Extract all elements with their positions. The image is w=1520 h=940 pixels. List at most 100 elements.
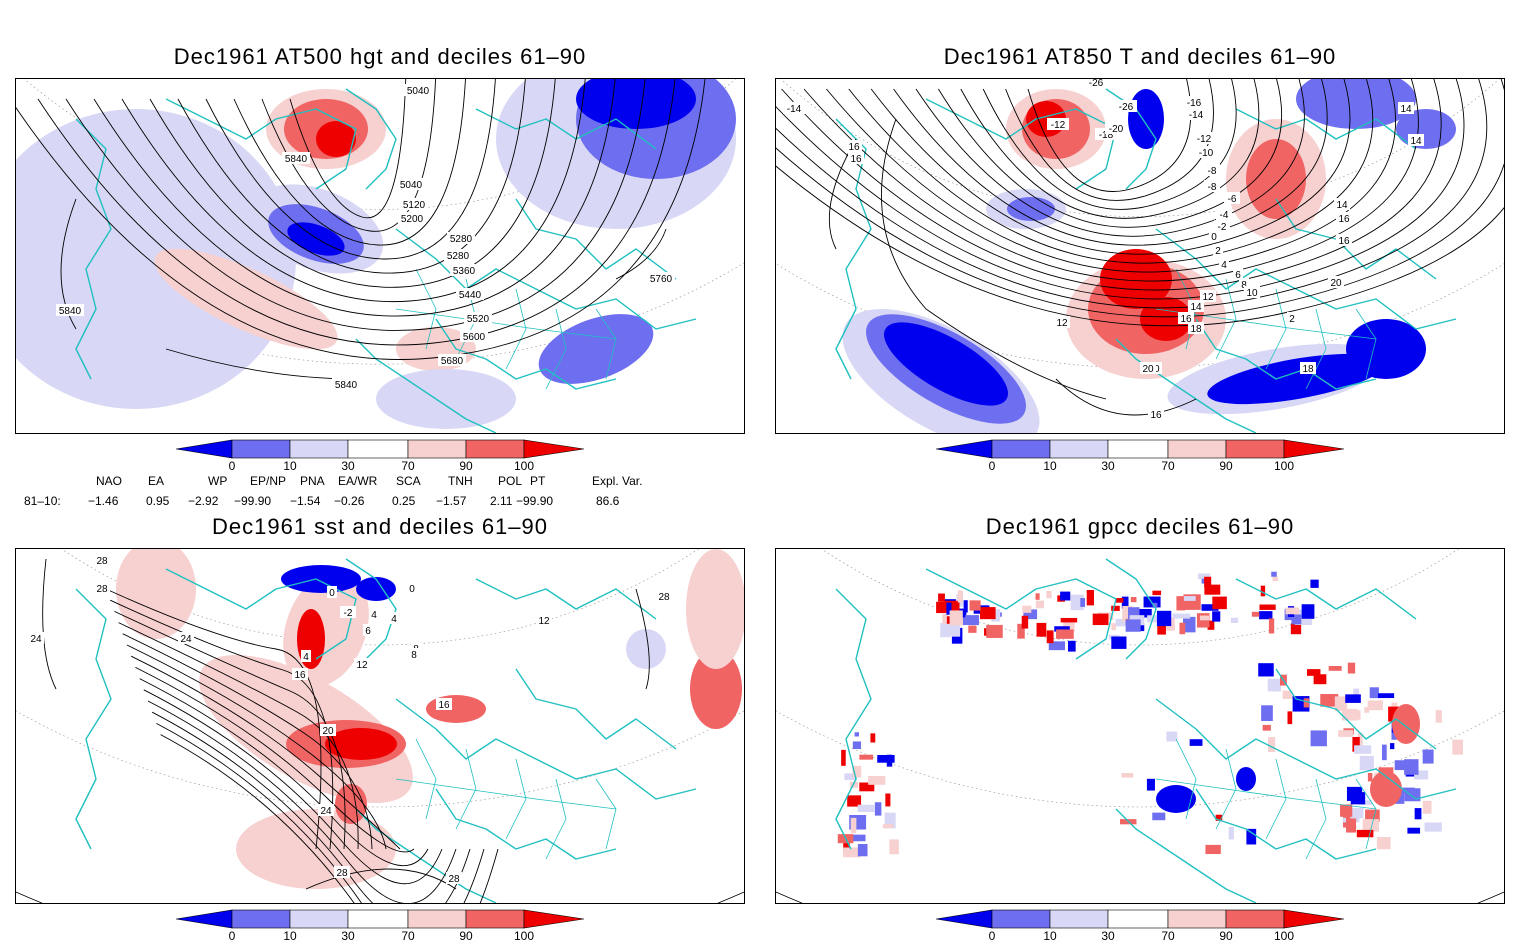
at850-contour-label-bg <box>1140 362 1156 374</box>
border-segment <box>1215 748 1237 830</box>
colorbar-arrow-low <box>175 439 233 459</box>
sst-contour-label: 4 <box>371 610 377 621</box>
at500-contour-label: 5040 <box>407 86 430 97</box>
precip-anomaly-patch <box>1346 817 1357 833</box>
precip-anomaly-patch <box>1424 822 1442 832</box>
sst-contour-label: 28 <box>336 868 348 879</box>
at850-contour-label: -10 <box>1199 148 1214 159</box>
precip-anomaly-patch <box>1356 829 1374 838</box>
at500-contour-label-bg <box>444 249 472 261</box>
at850-contour-label-bg <box>1328 276 1344 288</box>
coastline-segment <box>1155 228 1457 330</box>
index-value-pt: −99.90 <box>516 494 554 508</box>
colorbar-segment <box>1167 909 1227 929</box>
at850-contour-label-bg <box>1105 122 1127 134</box>
coastline-segment <box>355 338 497 433</box>
precip-anomaly-patch <box>1259 611 1273 620</box>
at500-contour-labels: 5040 5040 5120 5200 5280 5280 5360 5440 5520 5600… <box>56 84 675 391</box>
graticule-parallel <box>16 79 744 210</box>
at850-contour-label: -16 <box>1187 98 1202 109</box>
precip-anomaly-patch <box>962 615 979 626</box>
precip-anomaly-patch <box>1060 591 1071 601</box>
index-value-pol: 2.11 <box>490 494 513 508</box>
precip-anomaly-patch <box>1179 622 1186 635</box>
precip-anomaly-patch <box>1259 604 1276 610</box>
colorbar-segment <box>407 909 467 929</box>
index-value-expl-var: 86.6 <box>596 494 620 508</box>
sst-contour-label: 0 <box>329 588 335 599</box>
at850-contour-line <box>803 79 1419 282</box>
precip-anomaly-patch <box>889 839 899 855</box>
at850-contour-label-bg <box>1214 220 1230 232</box>
colorbar-segment <box>1225 909 1285 929</box>
at850-contour-label-bg <box>1336 212 1352 224</box>
precip-anomaly-patch <box>1068 640 1076 652</box>
precip-anomaly-patch <box>1152 812 1166 821</box>
precip-anomaly-patch <box>1452 739 1463 755</box>
colorbar-tick-label: 100 <box>514 929 534 940</box>
precip-anomaly-patch <box>1370 771 1402 807</box>
border-segment <box>1265 758 1287 840</box>
at500-contour-line <box>65 79 647 331</box>
colorbar-tick-label: 0 <box>229 459 236 472</box>
sst-contour-label: 28 <box>658 592 670 603</box>
precip-anomaly-patch <box>968 625 977 633</box>
at850-contour-line <box>781 79 1442 291</box>
coastline-segment <box>435 318 617 390</box>
precip-anomaly-patch <box>963 600 968 613</box>
border-segment <box>505 758 527 840</box>
graticule-parallel <box>16 79 744 365</box>
precip-anomaly-patch <box>1146 778 1155 791</box>
precip-anomaly-patch <box>1207 620 1215 630</box>
coastline-segment <box>1115 808 1257 903</box>
index-value-eawr: −0.26 <box>334 494 365 508</box>
colorbar-arrow-high <box>523 439 585 459</box>
coastline-segment <box>1105 558 1157 660</box>
precip-anomaly-patch <box>1115 598 1124 603</box>
index-header-sca: SCA <box>396 474 421 488</box>
anomaly-area <box>1346 319 1426 379</box>
at850-contour-line <box>893 79 1328 246</box>
precip-anomaly-patch <box>1230 617 1239 624</box>
at850-contour-label-bg <box>1224 192 1240 204</box>
index-header-expl-var: Expl. Var. <box>592 474 643 488</box>
colorbar-tick-label: 70 <box>1161 459 1175 472</box>
at500-contour-label: 5360 <box>453 266 476 277</box>
precip-anomaly-patch <box>1054 626 1070 632</box>
precip-anomaly-patch <box>1215 814 1223 821</box>
colorbar-at500: 0 10 30 70 90 100 <box>175 439 585 472</box>
map-at500: 5040 5040 5120 5200 5280 5280 5360 5440 5520 5600… <box>15 78 745 434</box>
precip-anomaly-patch <box>1189 739 1203 746</box>
at850-contour-label: -26 <box>1089 79 1104 89</box>
at500-contour-line <box>93 79 617 317</box>
precip-anomaly-patch <box>1357 732 1363 749</box>
precip-anomaly-patch <box>1267 678 1281 692</box>
precip-anomaly-patch <box>1199 615 1210 621</box>
precip-anomaly-patch <box>1392 704 1420 744</box>
precip-anomaly-patch <box>1036 622 1047 637</box>
at850-contour-line <box>776 79 1465 300</box>
precip-anomaly-patch <box>1268 737 1276 753</box>
colorbar-tick-label: 10 <box>1043 459 1057 472</box>
precip-anomaly-patch <box>1125 619 1141 632</box>
colorbar-tick-label: 90 <box>459 459 473 472</box>
sst-contour-label-bg <box>436 698 452 710</box>
sst-contour-label-bg <box>327 586 337 598</box>
colorbar-tick-label: 30 <box>1101 929 1115 940</box>
coastline-segment <box>1155 698 1457 800</box>
at500-contour-label: 5840 <box>59 306 82 317</box>
at850-contour-label-bg <box>1148 408 1164 420</box>
anomaly-area <box>356 577 396 601</box>
colorbar-arrow-high <box>523 909 585 929</box>
anomaly-area <box>376 369 516 429</box>
index-header-wp: WP <box>208 474 228 488</box>
border-segment <box>415 268 437 350</box>
sst-contour-label-bg <box>389 612 399 624</box>
precip-anomaly-patch <box>882 824 894 829</box>
precip-anomaly-patch <box>1111 636 1127 649</box>
precip-anomaly-patch <box>949 610 963 626</box>
precip-anomaly-patch <box>1367 700 1383 711</box>
at850-contour-label-bg <box>1300 362 1316 374</box>
sst-contour-label: 24 <box>180 634 192 645</box>
